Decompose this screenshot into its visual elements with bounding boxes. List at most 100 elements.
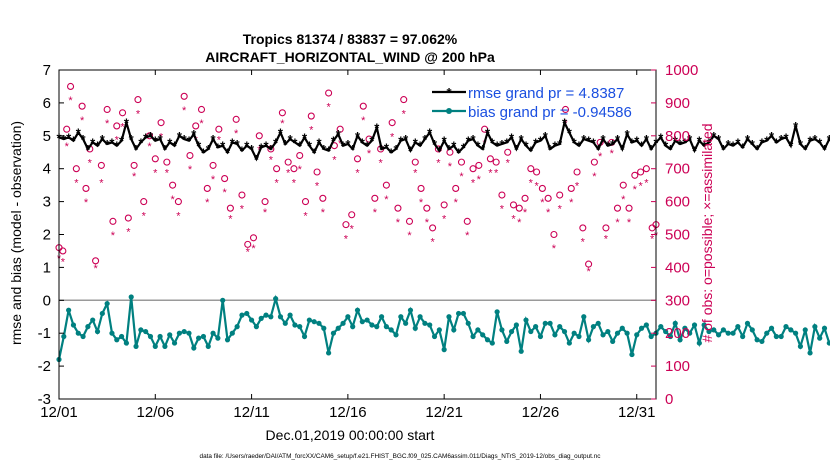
rmse-point: * bbox=[85, 142, 91, 157]
assimilated-obs-point: * bbox=[80, 115, 85, 127]
rmse-point: * bbox=[625, 127, 631, 142]
assimilated-obs-point: * bbox=[309, 125, 314, 137]
rmse-point: * bbox=[644, 132, 650, 147]
rmse-point: * bbox=[153, 134, 159, 149]
rmse-point: * bbox=[663, 139, 669, 154]
bias-point bbox=[383, 324, 389, 330]
assimilated-obs-point: * bbox=[344, 233, 349, 245]
possible-obs-point bbox=[642, 165, 650, 173]
possible-obs-point bbox=[63, 125, 71, 133]
assimilated-obs-point: * bbox=[534, 181, 539, 193]
possible-obs-point bbox=[296, 151, 304, 160]
rmse-point: * bbox=[788, 139, 794, 154]
bias-point bbox=[557, 324, 563, 330]
bias-point bbox=[186, 330, 192, 336]
x-tick-label: 12/21 bbox=[425, 404, 463, 421]
bias-point bbox=[663, 328, 669, 335]
assimilated-obs-point: * bbox=[592, 171, 597, 183]
assimilated-obs-point: * bbox=[500, 204, 505, 216]
y-right-tick-label: 400 bbox=[665, 259, 690, 276]
rmse-point: * bbox=[572, 135, 578, 150]
rmse-point: * bbox=[658, 130, 664, 145]
bias-point bbox=[422, 320, 428, 326]
assimilated-obs-point: * bbox=[111, 230, 116, 242]
assimilated-obs-point: * bbox=[126, 227, 131, 239]
rmse-point: * bbox=[697, 134, 703, 149]
y-left-tick-label: 1 bbox=[43, 259, 51, 276]
rmse-point: * bbox=[769, 129, 775, 144]
possible-obs-point bbox=[521, 194, 529, 202]
rmse-point: * bbox=[735, 135, 741, 150]
rmse-point: * bbox=[822, 142, 828, 157]
assimilated-obs-point: * bbox=[610, 148, 615, 160]
assimilated-obs-point: * bbox=[298, 164, 303, 176]
rmse-point: * bbox=[191, 127, 197, 142]
rmse-point: * bbox=[615, 132, 621, 147]
bias-point bbox=[388, 327, 394, 333]
assimilated-obs-point: * bbox=[511, 214, 516, 226]
bias-point bbox=[696, 340, 702, 346]
bias-point bbox=[94, 328, 101, 335]
bias-point bbox=[590, 324, 597, 330]
rmse-point: * bbox=[552, 139, 558, 154]
rmse-point: * bbox=[186, 134, 192, 149]
bias-point bbox=[566, 340, 572, 346]
rmse-point: * bbox=[442, 134, 448, 149]
assimilated-obs-point: * bbox=[61, 256, 66, 268]
y-right-tick-label: 200 bbox=[665, 325, 690, 342]
possible-obs-point bbox=[585, 260, 593, 268]
assimilated-obs-point: * bbox=[633, 184, 638, 196]
rmse-point: * bbox=[673, 134, 679, 149]
possible-obs-point bbox=[429, 224, 437, 232]
rmse-point: * bbox=[220, 139, 226, 154]
bias-point bbox=[523, 317, 529, 323]
rmse-point: * bbox=[408, 144, 414, 159]
bias-point bbox=[364, 317, 370, 323]
bias-point bbox=[66, 307, 72, 313]
rmse-point: * bbox=[182, 132, 188, 147]
x-tick-label: 12/11 bbox=[233, 404, 269, 421]
possible-obs-point bbox=[301, 198, 310, 206]
rmse-point: * bbox=[538, 134, 544, 149]
bias-point bbox=[475, 327, 481, 333]
rmse-point: * bbox=[389, 145, 395, 160]
bias-point bbox=[624, 330, 630, 336]
bias-point bbox=[162, 343, 168, 349]
assimilated-obs-point: * bbox=[332, 154, 337, 166]
bias-point bbox=[537, 333, 544, 340]
x-tick-label: 12/06 bbox=[137, 404, 175, 421]
possible-obs-point bbox=[119, 109, 127, 117]
rmse-point: * bbox=[557, 137, 563, 152]
rmse-point: * bbox=[466, 134, 472, 149]
possible-obs-point bbox=[140, 198, 148, 206]
bias-point bbox=[706, 328, 712, 335]
rmse-point: * bbox=[61, 132, 67, 147]
y-right-tick-label: 100 bbox=[665, 358, 690, 375]
x-axis-label: Dec.01,2019 00:00:00 start bbox=[266, 427, 435, 443]
assimilated-obs-point: * bbox=[355, 167, 360, 179]
assimilated-obs-point: * bbox=[159, 131, 164, 143]
rmse-point: * bbox=[764, 134, 770, 149]
rmse-point: * bbox=[480, 142, 486, 157]
assimilated-obs-point: * bbox=[303, 210, 308, 222]
bias-point bbox=[359, 319, 365, 325]
rmse-point: * bbox=[360, 135, 366, 150]
bias-point bbox=[735, 324, 741, 330]
bias-point bbox=[648, 333, 654, 340]
legend-marker-rmse: * bbox=[446, 85, 452, 100]
rmse-point: * bbox=[783, 130, 789, 145]
possible-obs-point bbox=[151, 155, 159, 163]
possible-obs-point bbox=[113, 122, 121, 130]
bias-point bbox=[720, 327, 727, 333]
rmse-point: * bbox=[461, 140, 467, 155]
rmse-point: * bbox=[336, 127, 342, 142]
possible-obs-point bbox=[221, 175, 229, 183]
possible-obs-point bbox=[527, 165, 535, 173]
bias-point bbox=[427, 322, 433, 328]
bias-point bbox=[248, 317, 255, 323]
bias-point bbox=[687, 330, 693, 336]
assimilated-obs-point: * bbox=[240, 204, 245, 216]
y-right-tick-label: 700 bbox=[665, 161, 690, 178]
rmse-point: * bbox=[211, 132, 217, 147]
